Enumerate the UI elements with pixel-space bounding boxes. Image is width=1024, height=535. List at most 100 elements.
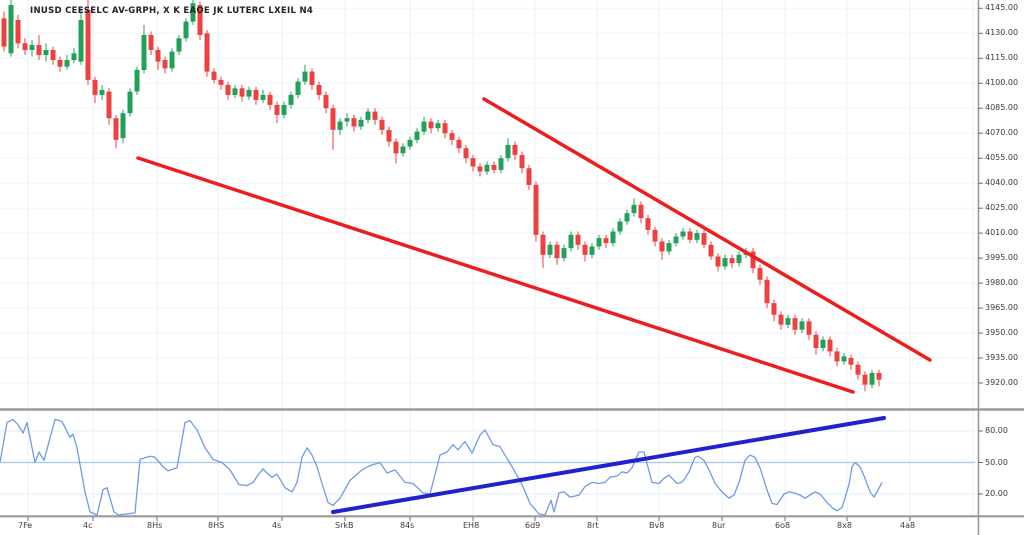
- candle-body: [64, 60, 70, 67]
- candle-body: [876, 373, 882, 380]
- candle-body: [554, 244, 560, 259]
- price-tick-label: 4100.00: [985, 78, 1019, 88]
- candle-body: [365, 111, 371, 120]
- candle-body: [309, 71, 315, 85]
- candle-body: [491, 164, 497, 170]
- candle-body: [848, 358, 854, 365]
- oscillator-tick-label: 50.00: [985, 457, 1008, 467]
- candle-body: [582, 244, 588, 255]
- candle-body: [673, 236, 679, 244]
- candle-body: [162, 60, 168, 69]
- oscillator-line: [0, 418, 883, 516]
- candle-body: [197, 5, 203, 35]
- candle-body: [470, 158, 476, 167]
- candle-body: [568, 234, 574, 249]
- price-tick-label: 4010.00: [985, 228, 1019, 238]
- candle-body: [393, 141, 399, 154]
- candle-body: [274, 104, 280, 115]
- candle-body: [372, 111, 378, 120]
- candle-body: [120, 113, 126, 139]
- oscillator-trendline[interactable]: [331, 416, 886, 514]
- upper-trendline[interactable]: [482, 97, 932, 362]
- candle-body: [302, 71, 308, 82]
- candle-body: [337, 121, 343, 130]
- candle-body: [29, 45, 35, 50]
- candle-body: [806, 321, 812, 335]
- candle-body: [659, 241, 665, 252]
- candle-body: [239, 88, 245, 97]
- price-tick-label: 3965.00: [985, 303, 1019, 313]
- candle-body: [183, 21, 189, 39]
- time-tick-label: SrkB: [335, 521, 354, 530]
- price-tick-label: 3935.00: [985, 353, 1019, 363]
- time-tick-label: 8ur: [712, 521, 726, 530]
- candle-body: [687, 231, 693, 240]
- time-tick-label: 6o8: [775, 521, 791, 530]
- price-tick-label: 4040.00: [985, 178, 1019, 188]
- candle-body: [869, 373, 875, 385]
- price-tick-label: 3950.00: [985, 328, 1019, 338]
- candle-body: [729, 258, 735, 264]
- candle-body: [596, 238, 602, 247]
- candle-body: [253, 89, 259, 100]
- candle-body: [92, 79, 98, 95]
- price-tick-label: 4085.00: [985, 103, 1019, 113]
- candle-body: [463, 148, 469, 159]
- time-tick-label: 4a8: [900, 521, 916, 530]
- candlestick-series: [1, 0, 882, 392]
- candle-body: [813, 334, 819, 348]
- candle-body: [617, 221, 623, 232]
- candle-body: [680, 231, 686, 237]
- candle-body: [820, 339, 826, 348]
- candle-body: [855, 364, 861, 375]
- time-tick-label: 84s: [400, 521, 415, 530]
- candle-body: [204, 33, 210, 72]
- candle-body: [323, 94, 329, 109]
- candle-body: [22, 43, 28, 50]
- candle-body: [218, 79, 224, 85]
- time-tick-label: 8Hs: [147, 521, 163, 530]
- candle-body: [246, 89, 252, 97]
- candle-body: [50, 50, 56, 60]
- candle-body: [225, 84, 231, 95]
- candle-body: [155, 50, 161, 62]
- candle-body: [757, 268, 763, 280]
- candle-body: [715, 256, 721, 267]
- candle-body: [407, 139, 413, 147]
- time-tick-label: 6d9: [525, 521, 541, 530]
- price-tick-label: 3920.00: [985, 378, 1019, 388]
- lower-trendline[interactable]: [136, 156, 855, 394]
- price-tick-label: 3980.00: [985, 278, 1019, 288]
- candle-body: [113, 118, 119, 140]
- candle-body: [8, 5, 14, 54]
- candle-body: [351, 118, 357, 127]
- candle-body: [785, 318, 791, 325]
- time-tick-label: 4s: [272, 521, 282, 530]
- candle-body: [421, 121, 427, 132]
- candle-body: [666, 243, 672, 252]
- candle-body: [386, 129, 392, 142]
- price-axis[interactable]: 4145.00 4130.00 4115.00 4100.00 4085.00 4070.…: [978, 0, 1024, 516]
- candle-body: [624, 213, 630, 222]
- candle-body: [435, 123, 441, 129]
- time-tick-label: 8HS: [208, 521, 225, 530]
- candle-body: [43, 50, 49, 55]
- candle-body: [134, 69, 140, 92]
- candle-body: [169, 51, 175, 69]
- candle-body: [764, 279, 770, 304]
- time-axis[interactable]: 7Fe 4c 8Hs 8HS 4s SrkB 84s EH8 6d9 8rt Bv8 8ur 6o8 8x…: [0, 517, 1024, 535]
- oscillator-tick-label: 20.00: [985, 489, 1008, 498]
- candle-body: [862, 374, 868, 385]
- candle-body: [316, 84, 322, 95]
- candle-body: [141, 35, 147, 70]
- candle-body: [36, 45, 42, 55]
- candle-body: [736, 254, 742, 264]
- candle-body: [106, 91, 112, 119]
- price-tick-label: 4070.00: [985, 128, 1019, 138]
- candle-body: [512, 144, 518, 155]
- candle-body: [701, 233, 707, 245]
- candle-body: [575, 234, 581, 245]
- candle-body: [722, 258, 728, 267]
